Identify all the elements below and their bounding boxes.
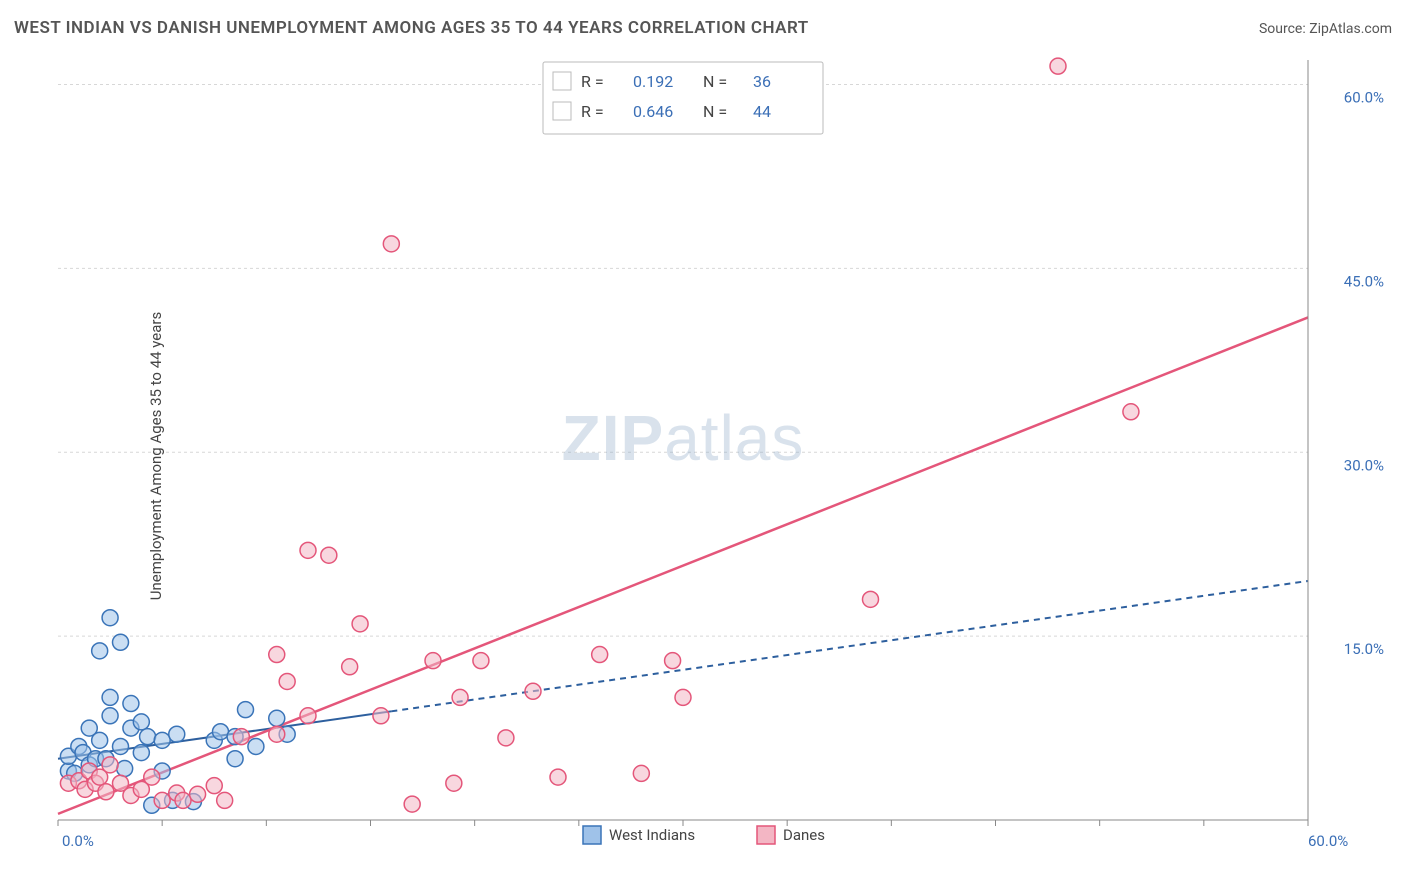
data-point [1050, 58, 1066, 74]
data-point [404, 796, 420, 812]
data-point [269, 647, 285, 663]
data-point [238, 702, 254, 718]
data-point [102, 689, 118, 705]
stats-text: N = [703, 72, 727, 91]
data-point [213, 724, 229, 740]
data-point [227, 751, 243, 767]
data-point [175, 792, 191, 808]
data-point [279, 673, 295, 689]
y-tick-label: 45.0% [1344, 272, 1384, 290]
source-label: Source: ZipAtlas.com [1259, 21, 1392, 37]
data-point [373, 708, 389, 724]
data-point [102, 708, 118, 724]
scatter-chart: 15.0% 30.0% 45.0% 60.0% ZIPatlas 0.0% 60.0% Wes… [44, 48, 1392, 864]
data-point [190, 786, 206, 802]
data-point [550, 769, 566, 785]
y-tick-label: 15.0% [1344, 640, 1384, 658]
data-point [92, 732, 108, 748]
data-point [102, 610, 118, 626]
stats-box: R = 0.192 N = 36 R = 0.646 N = 44 [543, 62, 823, 134]
data-point [425, 653, 441, 669]
data-point [102, 757, 118, 773]
stats-text: 0.646 [633, 102, 673, 121]
data-point [206, 778, 222, 794]
stats-swatch [553, 102, 571, 120]
data-point [498, 730, 514, 746]
data-point [321, 547, 337, 563]
data-point [144, 769, 160, 785]
data-point [133, 714, 149, 730]
data-point [113, 738, 129, 754]
chart-title: WEST INDIAN VS DANISH UNEMPLOYMENT AMONG… [14, 18, 809, 38]
data-point [342, 659, 358, 675]
stats-swatch [553, 72, 571, 90]
data-point [154, 792, 170, 808]
stats-text: 0.192 [633, 72, 673, 91]
stats-text: 36 [753, 72, 771, 91]
data-point [300, 542, 316, 558]
data-point [592, 647, 608, 663]
data-point [248, 738, 264, 754]
data-point [154, 732, 170, 748]
data-point [383, 236, 399, 252]
data-point [633, 765, 649, 781]
source-link[interactable]: ZipAtlas.com [1309, 21, 1392, 37]
data-point [233, 729, 249, 745]
header-row: WEST INDIAN VS DANISH UNEMPLOYMENT AMONG… [14, 18, 1392, 38]
x-tick-label: 60.0% [1308, 832, 1348, 850]
plot-area: Unemployment Among Ages 35 to 44 years 1… [44, 48, 1392, 864]
data-point [169, 726, 185, 742]
y-tick-label: 30.0% [1344, 456, 1384, 474]
x-tick-label: 0.0% [62, 832, 94, 850]
data-point [123, 696, 139, 712]
data-point [113, 634, 129, 650]
data-point [665, 653, 681, 669]
data-point [675, 689, 691, 705]
data-point [300, 708, 316, 724]
stats-text: N = [703, 102, 727, 121]
data-point [525, 683, 541, 699]
stats-text: R = [581, 72, 604, 91]
data-point [269, 726, 285, 742]
stats-text: 44 [753, 102, 771, 121]
y-tick-label: 60.0% [1344, 89, 1384, 107]
legend-label: West Indians [609, 826, 695, 844]
stats-text: R = [581, 102, 604, 121]
data-point [98, 784, 114, 800]
data-point [217, 792, 233, 808]
source-prefix: Source: [1259, 21, 1309, 37]
data-point [117, 761, 133, 777]
data-point [352, 616, 368, 632]
data-point [269, 710, 285, 726]
data-point [133, 745, 149, 761]
y-axis-label: Unemployment Among Ages 35 to 44 years [147, 312, 165, 600]
data-point [446, 775, 462, 791]
data-point [1123, 404, 1139, 420]
legend-swatch [757, 826, 775, 844]
data-point [140, 729, 156, 745]
data-point [452, 689, 468, 705]
watermark: ZIPatlas [562, 402, 805, 474]
legend-bottom: West Indians Danes [583, 826, 825, 844]
data-point [863, 591, 879, 607]
legend-label: Danes [783, 826, 825, 844]
legend-swatch [583, 826, 601, 844]
data-point [92, 643, 108, 659]
data-point [473, 653, 489, 669]
